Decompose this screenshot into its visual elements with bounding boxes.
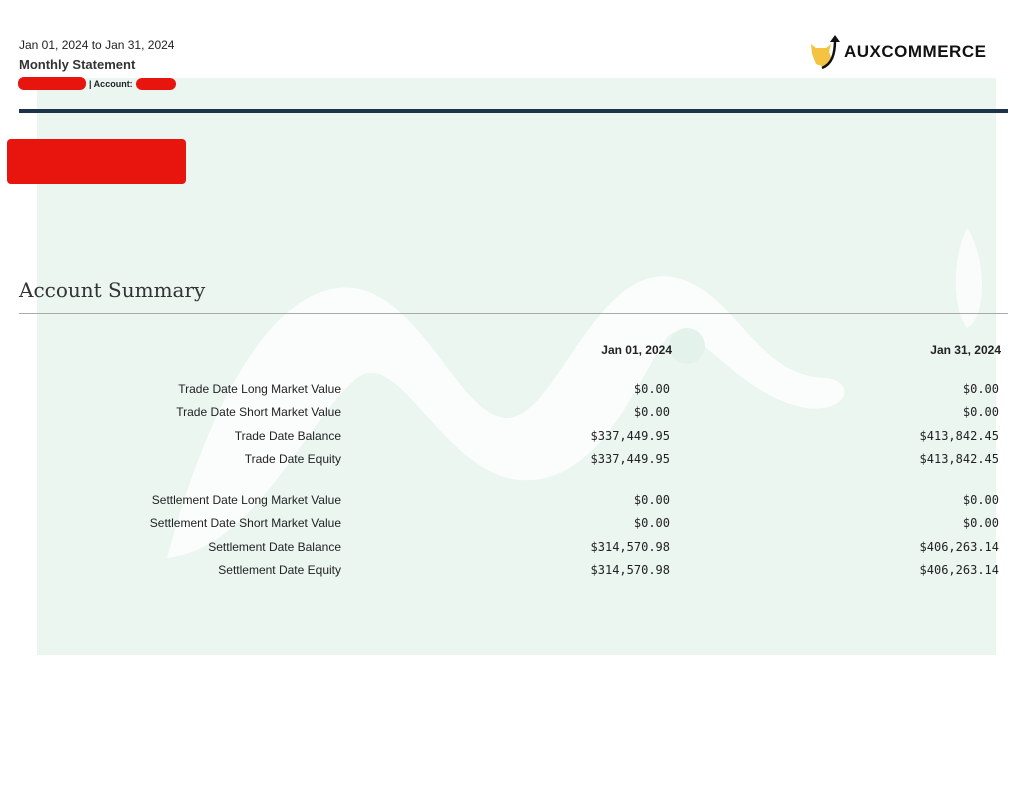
summary-row: Trade Date Short Market Value $0.00 $0.00 bbox=[0, 405, 1024, 425]
value-end: $0.00 bbox=[962, 382, 999, 396]
statement-period: Jan 01, 2024 to Jan 31, 2024 bbox=[19, 38, 175, 52]
company-logo: AUXCOMMERCE bbox=[808, 34, 986, 70]
header-divider bbox=[19, 109, 1008, 113]
value-start: $337,449.95 bbox=[590, 452, 670, 466]
value-start: $314,570.98 bbox=[590, 540, 670, 554]
account-summary-title: Account Summary bbox=[19, 278, 206, 302]
redacted-name bbox=[18, 77, 86, 90]
watermark-logo-icon bbox=[167, 228, 982, 558]
summary-row: Settlement Date Long Market Value $0.00 $0… bbox=[0, 493, 1024, 513]
logo-text: AUXCOMMERCE bbox=[844, 42, 987, 61]
summary-row: Settlement Date Equity $314,570.98 $406,26… bbox=[0, 563, 1024, 583]
row-label: Settlement Date Short Market Value bbox=[149, 516, 341, 530]
statement-title: Monthly Statement bbox=[19, 57, 136, 72]
row-label: Settlement Date Long Market Value bbox=[151, 493, 341, 507]
redacted-block bbox=[7, 139, 186, 184]
column-header-end: Jan 31, 2024 bbox=[930, 343, 1001, 357]
redacted-account-number bbox=[135, 77, 176, 90]
value-start: $337,449.95 bbox=[590, 429, 670, 443]
value-start: $0.00 bbox=[633, 382, 670, 396]
account-line: | Account: bbox=[18, 77, 176, 90]
value-end: $0.00 bbox=[962, 493, 999, 507]
value-end: $406,263.14 bbox=[919, 540, 999, 554]
row-label: Settlement Date Equity bbox=[218, 563, 341, 577]
value-end: $413,842.45 bbox=[919, 429, 999, 443]
value-end: $413,842.45 bbox=[919, 452, 999, 466]
value-start: $314,570.98 bbox=[590, 563, 670, 577]
value-end: $406,263.14 bbox=[919, 563, 999, 577]
value-end: $0.00 bbox=[962, 405, 999, 419]
account-label: | Account: bbox=[89, 78, 133, 89]
summary-row: Settlement Date Short Market Value $0.00 $… bbox=[0, 516, 1024, 536]
row-label: Trade Date Short Market Value bbox=[176, 405, 341, 419]
row-label: Trade Date Long Market Value bbox=[178, 382, 341, 396]
summary-row: Trade Date Long Market Value $0.00 $0.00 bbox=[0, 382, 1024, 402]
summary-row: Trade Date Equity $337,449.95 $413,842.45 bbox=[0, 452, 1024, 472]
watermark-background bbox=[37, 78, 996, 655]
bull-arrow-icon bbox=[811, 35, 840, 70]
value-end: $0.00 bbox=[962, 516, 999, 530]
column-header-start: Jan 01, 2024 bbox=[601, 343, 672, 357]
value-start: $0.00 bbox=[633, 405, 670, 419]
value-start: $0.00 bbox=[633, 493, 670, 507]
row-label: Trade Date Balance bbox=[234, 429, 341, 443]
section-divider bbox=[19, 313, 1008, 314]
value-start: $0.00 bbox=[633, 516, 670, 530]
row-label: Trade Date Equity bbox=[244, 452, 341, 466]
summary-row: Settlement Date Balance $314,570.98 $406,2… bbox=[0, 540, 1024, 560]
summary-row: Trade Date Balance $337,449.95 $413,842.45 bbox=[0, 429, 1024, 449]
row-label: Settlement Date Balance bbox=[208, 540, 341, 554]
